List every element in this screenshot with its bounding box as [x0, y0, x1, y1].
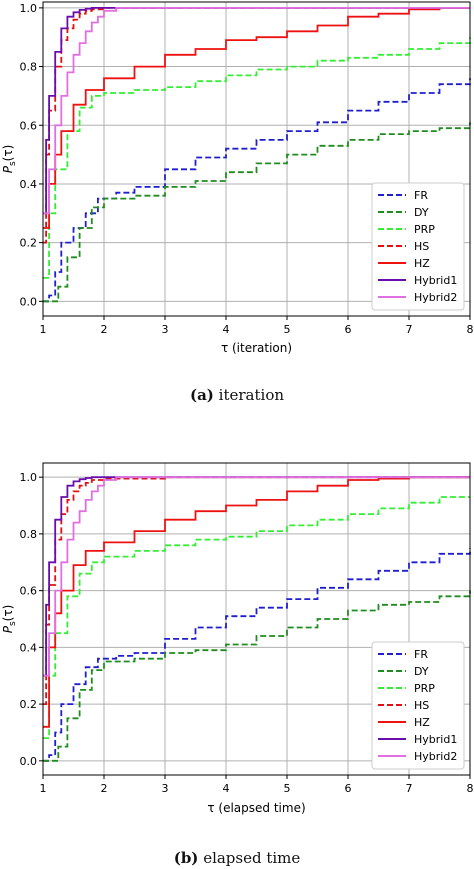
x-tick-label: 6	[345, 323, 352, 336]
plot-frame	[42, 462, 471, 776]
chart-panel-elapsed-time: 1 2 3 4 5 6 7 8 0.0 0.2 0.4 0.6 0.8 1.0 τ (elapsed tim…	[0, 440, 474, 869]
y-tick-label: 0.0	[20, 755, 38, 768]
x-tick-label: 2	[101, 782, 108, 795]
legend-box	[371, 641, 465, 770]
x-tick-label: 5	[284, 323, 291, 336]
y-tick-label: 1.0	[20, 471, 38, 484]
y-tick-label: 0.2	[20, 698, 38, 711]
x-tick-label: 7	[406, 782, 413, 795]
x-axis-label: τ (elapsed time)	[207, 801, 305, 815]
legend-label-hz: HZ	[414, 716, 430, 729]
legend-label-hybrid2: Hybrid2	[414, 291, 457, 304]
x-tick-label: 7	[406, 323, 413, 336]
x-tick-label: 6	[345, 782, 352, 795]
series-line-dy	[43, 590, 471, 762]
legend-label-hs: HS	[414, 699, 429, 712]
series-line-dy	[43, 122, 471, 303]
legend-label-hybrid2: Hybrid2	[414, 750, 457, 763]
caption-elapsed-time: (b) elapsed time	[0, 849, 474, 867]
y-tick-label: 0.6	[20, 119, 38, 132]
series-line-hybrid1	[43, 7, 470, 215]
legend-label-dy: DY	[414, 665, 429, 678]
x-tick-label: 4	[223, 782, 230, 795]
legend: FR DY PRP HS HZ Hybrid1 Hybrid2	[371, 641, 465, 770]
series-line-hs	[43, 7, 470, 244]
legend-box	[371, 182, 465, 311]
x-tick-label: 5	[284, 782, 291, 795]
x-tick-label: 8	[467, 782, 474, 795]
caption-tag: (a)	[189, 386, 214, 404]
legend-label-prp: PRP	[414, 223, 435, 236]
y-tick-label: 0.8	[20, 528, 38, 541]
legend-label-hs: HS	[414, 240, 429, 253]
y-tick-label: 0.4	[20, 641, 38, 654]
y-tick-label: 0.4	[20, 178, 38, 191]
legend-label-dy: DY	[414, 206, 429, 219]
y-tick-label: 0.6	[20, 585, 38, 598]
caption-text: iteration	[218, 386, 285, 404]
caption-tag: (b)	[173, 849, 199, 867]
y-tick-label: 1.0	[20, 2, 38, 15]
legend-label-hybrid1: Hybrid1	[414, 733, 457, 746]
x-tick-label: 2	[101, 323, 108, 336]
x-tick-label: 1	[40, 782, 47, 795]
chart-elapsed-time: 1 2 3 4 5 6 7 8 0.0 0.2 0.4 0.6 0.8 1.0 τ (elapsed tim…	[1, 462, 474, 815]
chart-panel-iteration: 1 2 3 4 5 6 7 8 0.0 0.2 0.4 0.6 0.8 1.0 τ (iteration) P…	[0, 0, 474, 420]
y-tick-label: 0.0	[20, 295, 38, 308]
caption-iteration: (a) iteration	[0, 386, 474, 404]
legend-label-fr: FR	[414, 648, 428, 661]
series-group	[43, 7, 471, 303]
x-tick-label: 3	[162, 323, 169, 336]
series-line-hybrid1	[43, 476, 470, 677]
x-tick-label: 1	[40, 323, 47, 336]
legend-label-hybrid1: Hybrid1	[414, 274, 457, 287]
chart-iteration: 1 2 3 4 5 6 7 8 0.0 0.2 0.4 0.6 0.8 1.0 τ (iteration) P…	[1, 1, 474, 355]
x-axis-label: τ (iteration)	[221, 341, 292, 355]
legend-label-fr: FR	[414, 189, 428, 202]
y-tick-label: 0.2	[20, 237, 38, 250]
series-line-prp	[43, 496, 470, 739]
caption-text: elapsed time	[203, 849, 301, 867]
y-tick-label: 0.8	[20, 61, 38, 74]
x-axis: 1 2 3 4 5 6 7 8	[40, 316, 474, 336]
y-axis: 0.0 0.2 0.4 0.6 0.8 1.0	[20, 2, 43, 308]
y-axis-label: Ps(τ)	[1, 605, 18, 634]
plot-frame	[42, 1, 471, 317]
x-tick-label: 8	[467, 323, 474, 336]
series-group	[43, 476, 471, 762]
series-line-hybrid2	[43, 7, 470, 215]
series-line-hz	[43, 476, 470, 728]
legend-label-hz: HZ	[414, 257, 430, 270]
legend: FR DY PRP HS HZ Hybrid1 Hybrid2	[371, 182, 465, 311]
series-line-hz	[43, 7, 470, 229]
x-axis: 1 2 3 4 5 6 7 8	[40, 775, 474, 795]
y-axis: 0.0 0.2 0.4 0.6 0.8 1.0	[20, 471, 43, 768]
x-tick-label: 3	[162, 782, 169, 795]
series-line-fr	[43, 78, 471, 303]
x-tick-label: 4	[223, 323, 230, 336]
legend-label-prp: PRP	[414, 682, 435, 695]
y-axis-label: Ps(τ)	[1, 145, 18, 174]
series-line-hybrid2	[43, 476, 470, 677]
series-line-fr	[43, 548, 471, 762]
